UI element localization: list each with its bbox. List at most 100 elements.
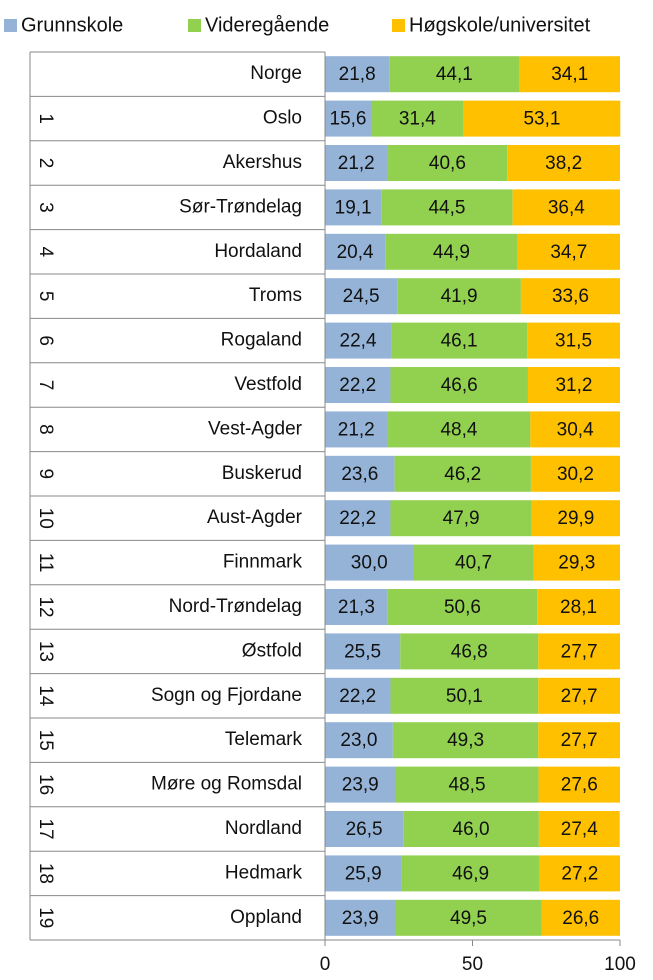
value-label: 49,5 — [450, 908, 487, 929]
bar-segment — [413, 544, 534, 581]
bar-segment — [520, 278, 620, 315]
category-label: Nordland — [225, 818, 302, 839]
bar-segment — [325, 633, 401, 670]
bar-segment — [537, 589, 620, 625]
value-label: 21,2 — [338, 419, 375, 440]
value-label: 50,1 — [446, 686, 483, 707]
legend-label: Videregående — [205, 14, 329, 36]
bar-segment — [325, 589, 388, 625]
value-label: 21,2 — [338, 153, 375, 174]
value-label: 49,3 — [447, 730, 484, 751]
legend-swatch — [392, 19, 405, 32]
bar-segment — [371, 100, 464, 137]
value-label: 33,6 — [552, 286, 589, 307]
value-label: 30,4 — [557, 419, 594, 440]
rank-label: 15 — [35, 730, 56, 751]
bar-segment — [387, 589, 538, 625]
value-label: 20,4 — [337, 242, 374, 263]
category-label: Hedmark — [225, 862, 303, 883]
bar-segment — [325, 455, 395, 492]
value-label: 46,0 — [453, 819, 490, 840]
category-label: Akershus — [223, 152, 302, 173]
value-label: 30,2 — [557, 464, 594, 485]
value-label: 27,4 — [561, 819, 598, 840]
value-label: 46,6 — [441, 375, 478, 396]
legend-label: Grunnskole — [21, 14, 123, 36]
bar-segment — [325, 411, 388, 448]
value-label: 31,4 — [399, 109, 436, 130]
value-label: 27,7 — [561, 686, 598, 707]
bar-segment — [403, 811, 539, 847]
bar-segment — [530, 411, 620, 448]
value-label: 44,9 — [433, 242, 470, 263]
value-label: 27,2 — [561, 863, 598, 884]
bar-segment — [325, 722, 393, 759]
bar-segment — [325, 544, 414, 581]
rank-label: 16 — [35, 774, 56, 795]
category-label: Troms — [249, 285, 302, 306]
bar-segment — [325, 367, 391, 403]
rank-label: 11 — [35, 553, 56, 573]
bar-segment — [395, 899, 542, 936]
value-label: 48,4 — [440, 419, 477, 440]
rank-label: 17 — [35, 818, 56, 839]
value-label: 44,5 — [428, 197, 465, 218]
value-label: 19,1 — [335, 197, 372, 218]
value-label: 41,9 — [441, 286, 478, 307]
bar-segment — [325, 766, 396, 803]
value-label: 22,4 — [340, 331, 377, 352]
x-tick-label: 0 — [320, 954, 331, 975]
value-label: 30,0 — [351, 553, 388, 574]
rank-label: 13 — [35, 641, 56, 662]
bar-segment — [527, 322, 620, 359]
bar-segment — [325, 56, 390, 93]
value-label: 31,5 — [555, 331, 592, 352]
rank-label: 19 — [35, 907, 56, 928]
bar-segment — [507, 145, 620, 181]
category-label: Rogaland — [221, 330, 302, 351]
rank-label: 6 — [35, 335, 56, 346]
rank-label: 8 — [35, 424, 56, 435]
bar-segment — [390, 500, 532, 537]
category-label: Sør-Trøndelag — [179, 196, 302, 217]
value-label: 29,9 — [557, 508, 594, 529]
value-label: 38,2 — [545, 153, 582, 174]
value-label: 15,6 — [330, 109, 367, 130]
bar-segment — [533, 544, 620, 581]
bar-segment — [385, 233, 518, 270]
rank-label: 10 — [35, 508, 56, 529]
value-label: 48,5 — [449, 775, 486, 796]
legend-label: Høgskole/universitet — [409, 14, 591, 36]
bar-segment — [389, 56, 520, 93]
value-label: 27,6 — [561, 775, 598, 796]
value-label: 21,8 — [339, 64, 376, 85]
legend-swatch — [188, 19, 201, 32]
value-label: 24,5 — [343, 286, 380, 307]
value-label: 22,2 — [339, 686, 376, 707]
value-label: 28,1 — [560, 597, 597, 618]
bar-segment — [397, 278, 521, 315]
value-label: 23,9 — [342, 908, 379, 929]
value-label: 46,2 — [444, 464, 481, 485]
value-label: 29,3 — [558, 553, 595, 574]
category-label: Hordaland — [214, 241, 302, 262]
bar-segment — [325, 500, 391, 537]
bar-segment — [325, 145, 388, 181]
value-label: 27,7 — [561, 730, 598, 751]
rank-label: 9 — [35, 469, 56, 480]
bar-segment — [325, 233, 386, 270]
value-label: 27,7 — [561, 641, 598, 662]
bar-segment — [325, 100, 372, 137]
value-label: 47,9 — [443, 508, 480, 529]
bar-segment — [538, 722, 620, 759]
value-label: 46,8 — [451, 641, 488, 662]
bar-segment — [391, 322, 528, 359]
category-label: Buskerud — [222, 463, 302, 484]
value-label: 34,1 — [551, 64, 588, 85]
rank-label: 5 — [35, 291, 56, 302]
bar-segment — [401, 855, 540, 892]
category-label: Vest-Agder — [208, 418, 303, 439]
bar-segment — [539, 855, 620, 892]
value-label: 40,6 — [429, 153, 466, 174]
bar-segment — [538, 766, 620, 803]
